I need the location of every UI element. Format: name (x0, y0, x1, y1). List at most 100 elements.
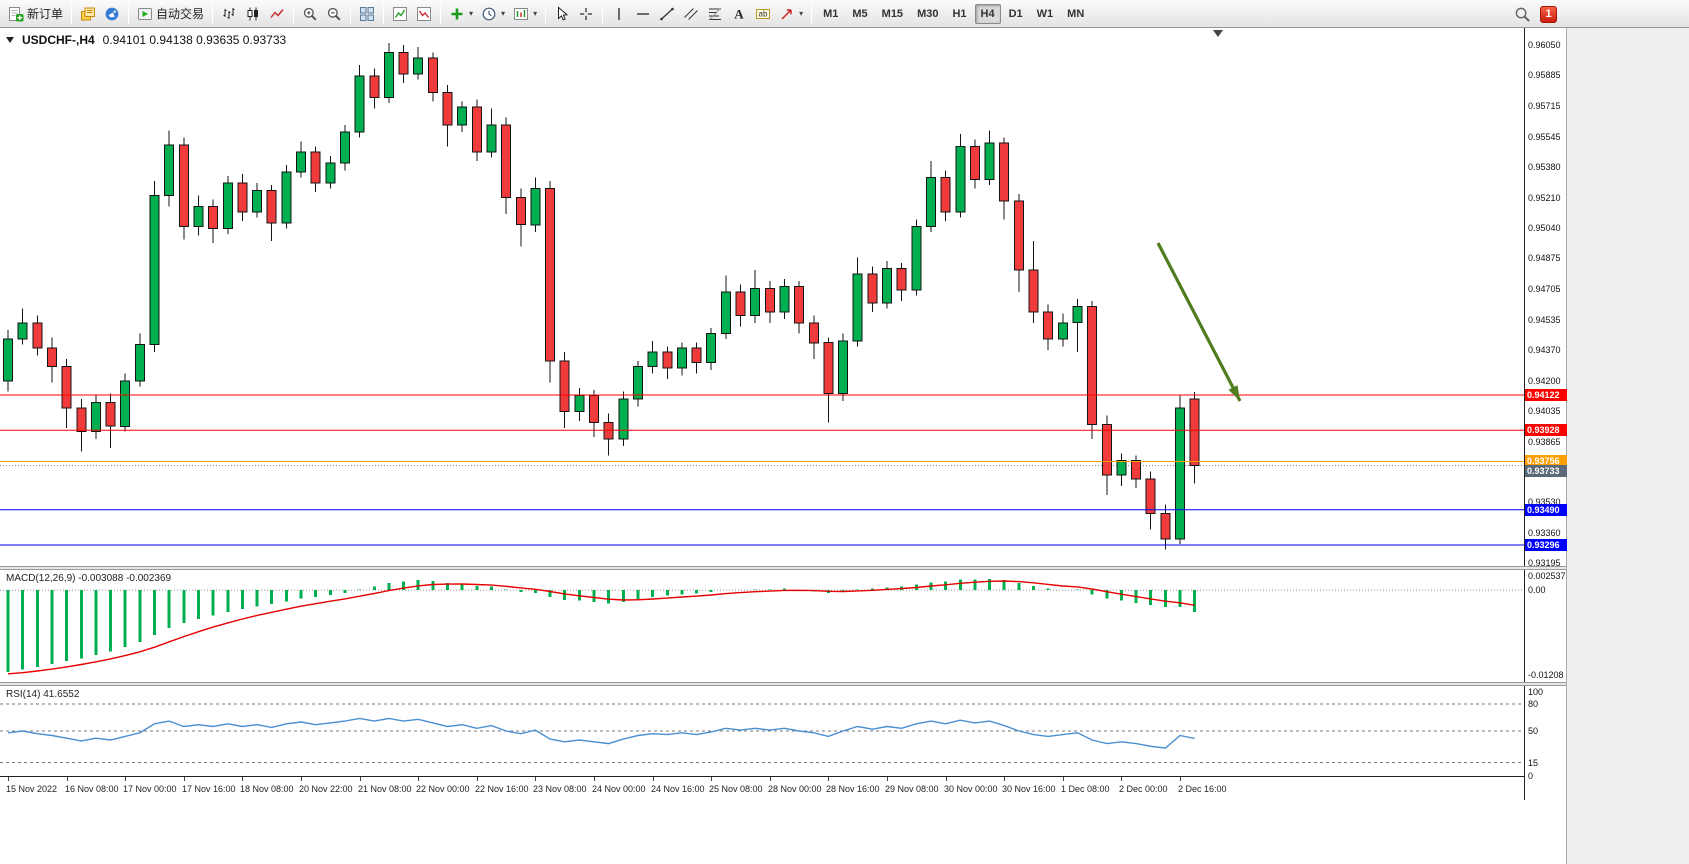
layers-icon (80, 6, 96, 22)
time-label: 22 Nov 00:00 (416, 784, 470, 794)
line-chart-mode-button[interactable] (265, 2, 289, 26)
timeframe-M30-button[interactable]: M30 (917, 7, 939, 20)
crosshair-icon (578, 6, 594, 22)
time-label: 28 Nov 00:00 (768, 784, 822, 794)
candlestick-mode-button[interactable] (241, 2, 265, 26)
crosshair-button[interactable] (574, 2, 598, 26)
toolbar-separator (350, 3, 352, 24)
add-indicator-button[interactable]: ▾ (445, 2, 477, 26)
price-tick: 0.93360 (1528, 528, 1561, 538)
symbol-period-label: USDCHF-,H4 (22, 33, 95, 47)
cursor-button[interactable] (550, 2, 574, 26)
price-tick: 0.94705 (1528, 284, 1561, 294)
timeframe-MN-button[interactable]: MN (1067, 7, 1085, 20)
time-label: 24 Nov 00:00 (592, 784, 646, 794)
fibonacci-button[interactable] (703, 2, 727, 26)
price-tick: 0.93865 (1528, 437, 1561, 447)
vertical-line-button[interactable] (607, 2, 631, 26)
horizontal-line-button[interactable] (631, 2, 655, 26)
new-order-button[interactable]: 新订单 (4, 2, 67, 26)
zoom-in-button[interactable] (298, 2, 322, 26)
search-button[interactable] (1512, 4, 1532, 24)
time-label: 25 Nov 08:00 (709, 784, 763, 794)
channel-icon (683, 6, 699, 22)
linechart-icon (269, 6, 285, 22)
pane-divider[interactable] (0, 566, 1566, 570)
price-tick: 0.95040 (1528, 223, 1561, 233)
main-chart[interactable] (0, 28, 1524, 566)
arrow-objects-button[interactable]: ▾ (775, 2, 807, 26)
time-axis[interactable]: 15 Nov 2022 16 Nov 08:00 17 Nov 00:00 17 No… (0, 776, 1524, 800)
toolbar-separator (71, 3, 73, 24)
time-label: 30 Nov 16:00 (1002, 784, 1056, 794)
pane-divider[interactable] (0, 682, 1566, 686)
chart-title: USDCHF-,H4 0.94101 0.94138 0.93635 0.937… (6, 33, 286, 47)
trendline-button[interactable] (655, 2, 679, 26)
template-icon (513, 6, 529, 22)
macd-pane[interactable] (0, 570, 1524, 682)
timeframe-H1-button[interactable]: H1 (952, 7, 967, 20)
notification-badge[interactable]: 1 (1540, 5, 1557, 23)
zoom-out-icon (326, 6, 342, 22)
chart-window: 15 Nov 2022 16 Nov 08:00 17 Nov 00:00 17 No… (0, 28, 1567, 800)
price-tick: 0.93195 (1528, 558, 1561, 568)
indicators-list-button[interactable] (388, 2, 412, 26)
time-label: 20 Nov 22:00 (299, 784, 353, 794)
one-click-collapse-icon[interactable] (6, 37, 14, 43)
rsi-axis-label: 100 (1528, 687, 1544, 697)
tile-windows-button[interactable] (355, 2, 379, 26)
community-button[interactable] (100, 2, 124, 26)
ohlc-values: 0.94101 0.94138 0.93635 0.93733 (102, 33, 287, 47)
dropdown-caret-icon: ▾ (799, 9, 804, 18)
timeframe-W1-button[interactable]: W1 (1036, 7, 1054, 20)
macd-value-main: -0.003088 (78, 573, 124, 584)
time-label: 16 Nov 08:00 (65, 784, 119, 794)
timeframe-M1-button[interactable]: M1 (823, 7, 839, 20)
text-icon: A (731, 6, 747, 22)
time-label: 24 Nov 16:00 (651, 784, 705, 794)
auto-trading-button[interactable]: 自动交易 (133, 2, 208, 26)
timeframe-M15-button[interactable]: M15 (881, 7, 904, 20)
zoom-out-button[interactable] (322, 2, 346, 26)
toolbar-separator (811, 3, 813, 24)
timeframe-H4-button[interactable]: H4 (974, 3, 1001, 24)
equidistant-channel-button[interactable] (679, 2, 703, 26)
chart-profiles-button[interactable] (76, 2, 100, 26)
bar-chart-mode-button[interactable] (217, 2, 241, 26)
toolbar-separator (212, 3, 214, 24)
price-tick: 0.93530 (1528, 497, 1561, 507)
macd-axis-label: 0.00 (1528, 585, 1546, 595)
templates-button[interactable]: ▾ (509, 2, 541, 26)
price-tick: 0.94535 (1528, 315, 1561, 325)
objects-list-button[interactable] (412, 2, 436, 26)
timeframe-D1-button[interactable]: D1 (1008, 7, 1023, 20)
rsi-pane[interactable] (0, 686, 1524, 776)
dropdown-caret-icon: ▾ (501, 9, 506, 18)
bars-icon (221, 6, 237, 22)
text-button[interactable]: A (727, 2, 751, 26)
indicator-red-icon (416, 6, 432, 22)
hline-price-label: 0.93756 (1525, 455, 1567, 467)
toolbar-right: 1 (1512, 4, 1557, 24)
tile-icon (359, 6, 375, 22)
hline-price-label: 0.94122 (1525, 389, 1567, 401)
price-tick: 0.96050 (1528, 40, 1561, 50)
label-icon: ab (755, 6, 771, 22)
chart-shift-marker-icon (1213, 30, 1223, 37)
toolbar-separator (293, 3, 295, 24)
price-scale[interactable]: 0.96050 0.95885 0.95715 0.95545 0.95380 0.952… (1524, 28, 1567, 800)
indicator-green-icon (392, 6, 408, 22)
macd-name: MACD(12,26,9) (6, 573, 76, 584)
svg-text:A: A (734, 6, 744, 21)
time-label: 18 Nov 08:00 (240, 784, 294, 794)
time-label: 23 Nov 08:00 (533, 784, 587, 794)
timeframe-M5-button[interactable]: M5 (852, 7, 868, 20)
trendline-icon (659, 6, 675, 22)
hline-price-label: 0.93296 (1525, 539, 1567, 551)
price-tick: 0.95380 (1528, 162, 1561, 172)
bottom-empty-area (0, 801, 1566, 864)
text-label-button[interactable]: ab (751, 2, 775, 26)
periodicity-button[interactable]: ▾ (477, 2, 509, 26)
